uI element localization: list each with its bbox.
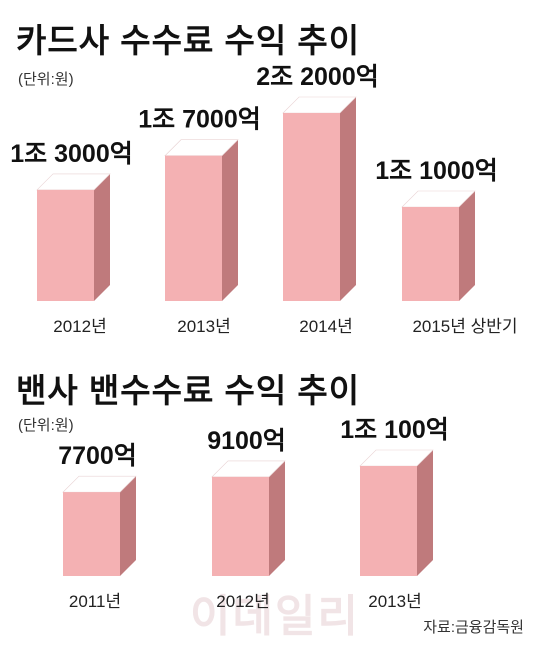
chart-1-value-label: 1조 7000억 <box>138 106 260 134</box>
chart-2-unit: (단위:원) <box>18 417 74 434</box>
chart-1-bar <box>165 155 222 301</box>
chart-1-bar <box>402 207 459 301</box>
chart-1-value-label: 1조 3000억 <box>10 140 132 168</box>
chart-2-bar-side <box>269 460 285 576</box>
chart-2-value-label: 9100억 <box>207 427 286 455</box>
chart-1-bar-side <box>94 173 110 301</box>
chart-1-value-label: 2조 2000억 <box>256 63 378 91</box>
chart-1-category-label: 2014년 <box>299 317 352 336</box>
chart-2-category-label: 2013년 <box>368 592 421 611</box>
chart-1-title: 카드사 수수료 수익 추이 <box>16 22 361 59</box>
chart-2-title: 밴사 밴수수료 수익 추이 <box>16 372 361 409</box>
chart-1-bar-side <box>459 191 475 301</box>
chart-2-bar <box>360 466 417 576</box>
chart-1-bar <box>37 189 94 301</box>
chart-2-bar-side <box>417 450 433 576</box>
chart-1-unit: (단위:원) <box>18 71 74 88</box>
watermark: 이데일리 <box>190 592 360 641</box>
chart-2-bar <box>63 492 120 576</box>
chart-2-value-label: 1조 100억 <box>340 416 449 444</box>
chart-2-category-label: 2011년 <box>69 592 121 611</box>
chart-2-category-label: 2012년 <box>216 592 269 611</box>
chart-1-bar-side <box>340 97 356 301</box>
chart-2-bar <box>212 476 269 576</box>
chart-1-bar-side <box>222 139 238 301</box>
chart-1-category-label: 2015년 상반기 <box>412 317 517 336</box>
source-note: 자료:금융감독원 <box>423 619 524 636</box>
chart-2-value-label: 7700억 <box>58 442 137 470</box>
chart-2-bar-side <box>120 476 136 576</box>
chart-1-bar <box>283 113 340 301</box>
chart-1-category-label: 2012년 <box>53 317 106 336</box>
chart-1-category-label: 2013년 <box>177 317 230 336</box>
chart-1-value-label: 1조 1000억 <box>375 157 497 185</box>
